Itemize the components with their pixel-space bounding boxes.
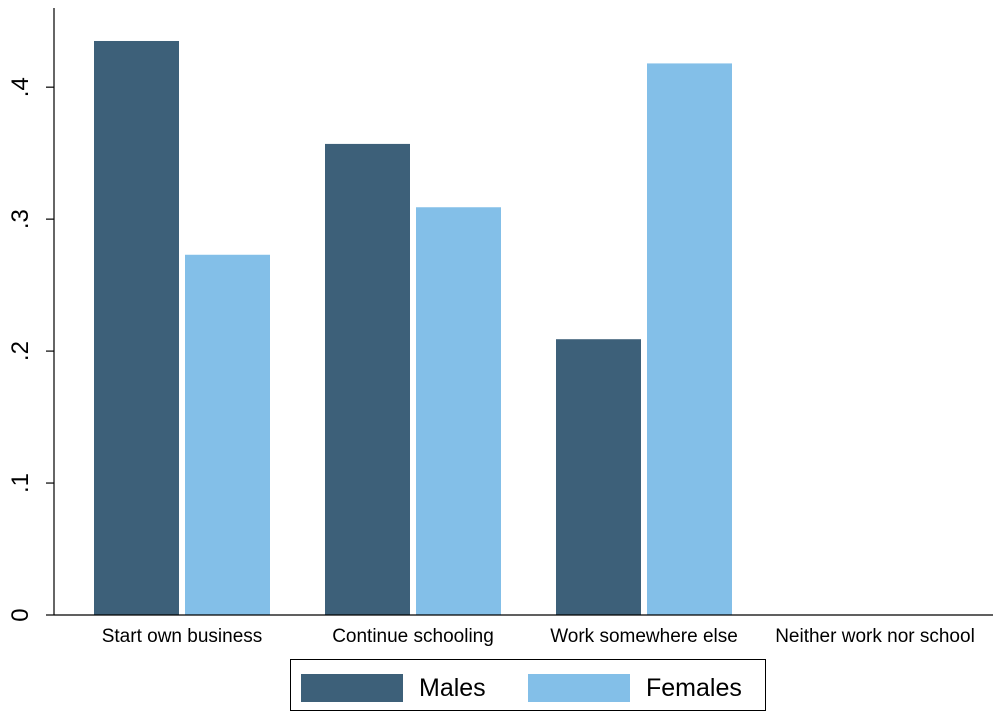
legend-item-males: Males	[301, 673, 486, 703]
bar-females-2	[647, 63, 732, 615]
bar-females-1	[416, 207, 501, 616]
y-tick-label-3: .3	[7, 209, 34, 229]
y-tick-label-2: .2	[7, 341, 34, 361]
y-tick-label-1: .1	[7, 473, 34, 493]
legend-label-females: Females	[646, 673, 742, 702]
legend-swatch-females	[528, 674, 630, 702]
legend: Males Females	[290, 659, 766, 711]
x-category-label-1: Continue schooling	[332, 626, 494, 647]
x-category-label-3: Neither work nor school	[775, 626, 975, 647]
bar-chart: 0 .1 .2 .3 .4 Start own business Continue scho…	[7, 8, 993, 647]
bar-males-0	[94, 40, 179, 615]
bar-males-1	[325, 143, 410, 615]
legend-item-females: Females	[528, 673, 742, 703]
x-category-label-2: Work somewhere else	[550, 626, 738, 647]
x-category-label-0: Start own business	[102, 626, 263, 647]
legend-swatch-males	[301, 674, 403, 702]
bar-males-2	[556, 339, 641, 615]
y-tick-label-0: 0	[7, 608, 34, 621]
bar-females-0	[185, 254, 270, 615]
legend-label-males: Males	[419, 673, 486, 702]
y-tick-label-4: .4	[7, 77, 34, 97]
